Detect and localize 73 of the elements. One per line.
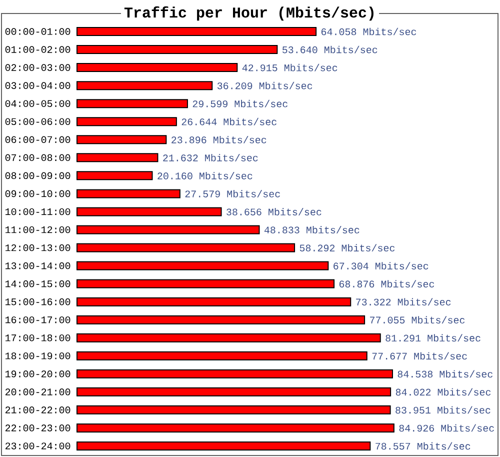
data-label: 53.640 Mbits/sec <box>282 46 378 54</box>
y-tick-label: 13:00-14:00 <box>6 262 70 270</box>
data-label: 84.022 Mbits/sec <box>396 388 491 396</box>
bar <box>76 243 296 252</box>
bar <box>76 333 381 342</box>
y-tick-label: 00:00-01:00 <box>5 28 70 35</box>
data-label: 36.209 Mbits/sec <box>217 82 312 90</box>
bar <box>76 225 260 234</box>
data-label: 29.599 Mbits/sec <box>192 100 288 108</box>
data-label: 83.951 Mbits/sec <box>396 406 490 414</box>
bar <box>76 369 393 378</box>
data-label: 27.579 Mbits/sec <box>185 190 280 198</box>
data-label: 84.926 Mbits/sec <box>399 424 494 432</box>
data-label: 20.160 Mbits/sec <box>158 172 252 180</box>
y-tick-label: 06:00-07:00 <box>5 136 70 144</box>
bar <box>76 423 394 432</box>
data-label: 68.876 Mbits/sec <box>339 280 434 288</box>
bar <box>76 27 317 36</box>
data-label: 78.557 Mbits/sec <box>376 442 470 450</box>
y-tick-label: 09:00-10:00 <box>5 190 70 198</box>
y-tick-label: 18:00-19:00 <box>6 352 70 360</box>
chart-title: Traffic per Hour (Mbits/sec) <box>124 6 374 21</box>
bar <box>76 261 329 270</box>
y-tick-label: 04:00-05:00 <box>5 100 70 107</box>
data-label: 64.058 Mbits/sec <box>321 28 416 36</box>
bar <box>76 45 278 54</box>
data-label: 58.292 Mbits/sec <box>300 244 395 252</box>
y-tick-label: 17:00-18:00 <box>6 334 70 342</box>
data-label: 67.304 Mbits/sec <box>334 262 428 270</box>
bar <box>76 441 371 450</box>
bar <box>76 351 368 360</box>
bar <box>76 153 158 162</box>
y-tick-label: 02:00-03:00 <box>5 64 70 71</box>
bar <box>76 117 177 126</box>
y-tick-label: 03:00-04:00 <box>5 82 70 89</box>
y-tick-label: 08:00-09:00 <box>5 172 70 180</box>
bar <box>76 315 366 324</box>
data-label: 73.322 Mbits/sec <box>356 298 451 306</box>
y-tick-label: 15:00-16:00 <box>6 298 70 306</box>
bar <box>76 189 180 198</box>
y-tick-label: 22:00-23:00 <box>5 424 70 432</box>
data-label: 48.833 Mbits/sec <box>264 226 360 234</box>
y-tick-label: 21:00-22:00 <box>5 406 70 414</box>
bar <box>76 171 153 180</box>
bar <box>76 135 167 144</box>
y-tick-label: 10:00-11:00 <box>6 208 70 216</box>
data-label: 38.656 Mbits/sec <box>226 208 322 216</box>
bar <box>76 99 188 108</box>
data-label: 21.632 Mbits/sec <box>163 154 258 162</box>
bar <box>76 297 352 306</box>
bar <box>76 63 238 72</box>
data-label: 77.677 Mbits/sec <box>372 352 467 360</box>
y-tick-label: 19:00-20:00 <box>6 370 70 378</box>
y-tick-label: 01:00-02:00 <box>5 46 70 53</box>
data-label: 26.644 Mbits/sec <box>182 118 276 126</box>
y-tick-label: 16:00-17:00 <box>6 316 70 324</box>
data-label: 77.055 Mbits/sec <box>370 316 465 324</box>
y-tick-label: 11:00-12:00 <box>6 226 70 234</box>
data-label: 84.538 Mbits/sec <box>398 370 492 378</box>
bar <box>76 405 391 414</box>
y-tick-label: 20:00-21:00 <box>5 388 70 396</box>
bar <box>76 81 213 90</box>
bar <box>76 207 222 216</box>
data-label: 42.915 Mbits/sec <box>242 64 338 72</box>
bar <box>76 387 392 396</box>
bar <box>76 279 335 288</box>
y-tick-label: 12:00-13:00 <box>6 244 70 252</box>
y-tick-label: 07:00-08:00 <box>5 154 70 162</box>
data-label: 23.896 Mbits/sec <box>172 136 266 144</box>
y-tick-label: 14:00-15:00 <box>6 280 70 288</box>
y-tick-label: 05:00-06:00 <box>5 118 70 125</box>
y-tick-label: 23:00-24:00 <box>5 442 70 450</box>
data-label: 81.291 Mbits/sec <box>386 334 480 342</box>
